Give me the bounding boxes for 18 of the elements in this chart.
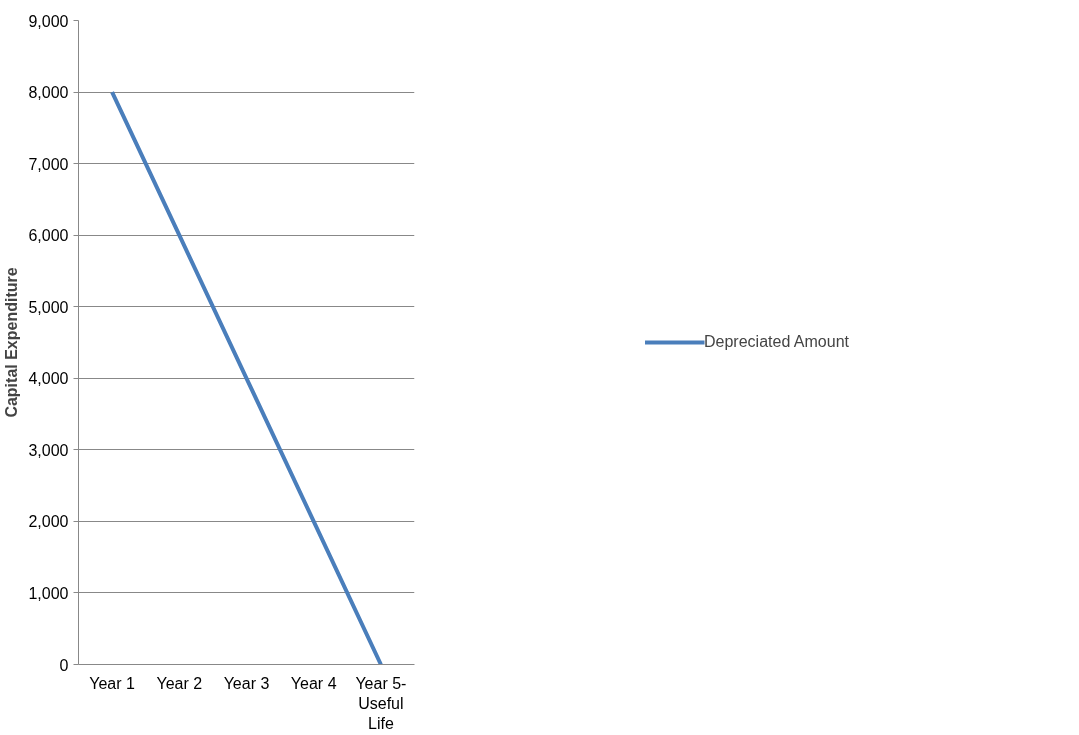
y-tick-label: 4,000 — [28, 370, 69, 388]
y-tick-label: 7,000 — [28, 155, 69, 173]
y-tick-label: 9,000 — [28, 12, 69, 30]
y-tick-label: 8,000 — [28, 84, 69, 102]
x-tick-label: Year 3 — [223, 674, 270, 692]
y-tick-label: 6,000 — [28, 227, 69, 245]
y-tick-label: 3,000 — [28, 441, 69, 459]
y-tick-label: 1,000 — [28, 584, 69, 602]
y-tick-label: 2,000 — [28, 513, 69, 531]
y-tick-label: 5,000 — [28, 298, 69, 316]
y-axis-title: Capital Expenditure — [3, 267, 21, 418]
x-tick-label: Year 2 — [156, 674, 203, 692]
x-tick-label: Year 5- Useful Life — [355, 674, 407, 733]
y-tick-label: 0 — [59, 656, 69, 674]
x-tick-label: Year 4 — [290, 674, 337, 692]
legend-label: Depreciated Amount — [704, 333, 849, 351]
line-series — [110, 90, 383, 665]
x-tick-label: Year 1 — [89, 674, 136, 692]
